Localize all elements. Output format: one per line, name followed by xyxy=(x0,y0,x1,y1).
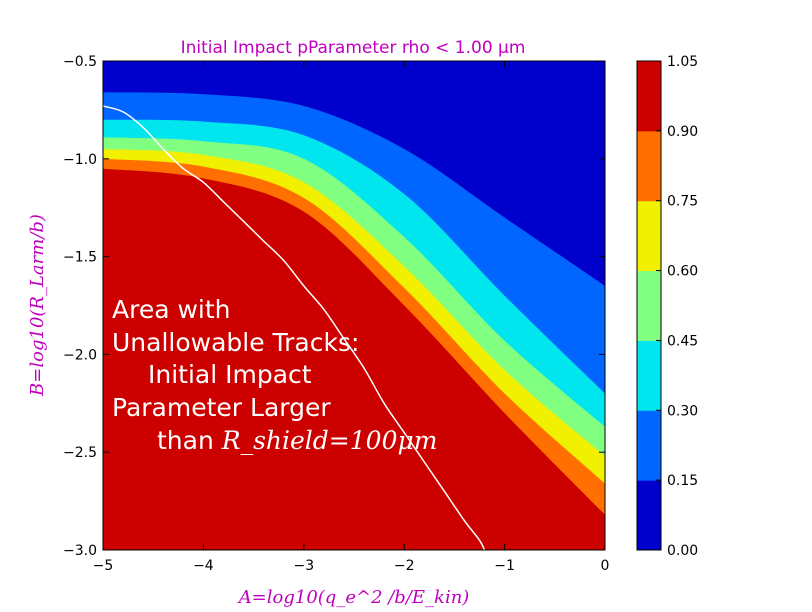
contour-band-6 xyxy=(103,168,605,550)
annotation-line-5: than R_shield=100μm xyxy=(157,426,437,455)
colorbar-swatch xyxy=(637,61,661,132)
colorbar-swatch xyxy=(637,200,661,272)
colorbar-tick-label: 0.30 xyxy=(667,403,698,419)
annotation-line-5-text: than xyxy=(157,426,222,455)
y-tick-label: −2.5 xyxy=(63,445,97,461)
colorbar: 0.00 0.15 0.30 0.45 0.60 0.75 0.90 1.05 xyxy=(636,54,698,559)
colorbar-tick-label: 0.75 xyxy=(667,194,698,210)
colorbar-tick-label: 1.05 xyxy=(667,54,698,70)
colorbar-swatch xyxy=(637,270,661,341)
x-tick-label: −1 xyxy=(494,558,515,574)
colorbar-swatch xyxy=(637,480,661,551)
annotation-line-1: Area with xyxy=(112,295,231,324)
x-tick-label: −5 xyxy=(93,558,114,574)
chart-title: Initial Impact pParameter rho < 1.00 μm xyxy=(181,38,526,58)
colorbar-swatch xyxy=(637,130,661,202)
x-tick-label: −4 xyxy=(193,558,214,574)
annotation-line-3: Initial Impact xyxy=(148,360,312,389)
colorbar-tick-label: 0.45 xyxy=(667,333,698,349)
y-axis-label: B=log10(R_Larm/b) xyxy=(27,214,48,397)
y-axis: −0.5 −1.0 −1.5 −2.0 −2.5 −3.0 xyxy=(63,54,605,559)
colorbar-swatch xyxy=(637,340,661,411)
annotation-line-4: Parameter Larger xyxy=(112,393,331,422)
colorbar-tick-label: 0.90 xyxy=(667,124,698,140)
annotation-rshield-math: R_shield=100μm xyxy=(221,426,438,455)
annotation-line-2: Unallowable Tracks: xyxy=(112,328,359,357)
white-boundary-curve xyxy=(103,105,486,550)
annotation: Area with Unallowable Tracks: Initial Im… xyxy=(112,295,437,455)
x-axis-label: A=log10(q_e^2 /b/E_kin) xyxy=(237,587,470,608)
colorbar-tick-label: 0.60 xyxy=(667,264,698,280)
x-tick-label: 0 xyxy=(601,558,610,574)
plot-frame xyxy=(102,60,606,551)
x-tick-label: −2 xyxy=(394,558,415,574)
x-axis: −5 −4 −3 −2 −1 0 xyxy=(93,61,610,574)
colorbar-tick-label: 0.15 xyxy=(667,473,698,489)
x-tick-label: −3 xyxy=(293,558,314,574)
y-tick-label: −3.0 xyxy=(63,543,97,559)
y-tick-label: −1.0 xyxy=(63,152,97,168)
y-tick-label: −2.0 xyxy=(63,347,97,363)
plot-area xyxy=(103,61,605,550)
colorbar-tick-label: 0.00 xyxy=(667,543,698,559)
colorbar-swatch xyxy=(637,410,661,481)
y-tick-label: −1.5 xyxy=(63,250,97,266)
y-tick-label: −0.5 xyxy=(63,54,97,70)
colorbar-frame xyxy=(636,60,662,551)
